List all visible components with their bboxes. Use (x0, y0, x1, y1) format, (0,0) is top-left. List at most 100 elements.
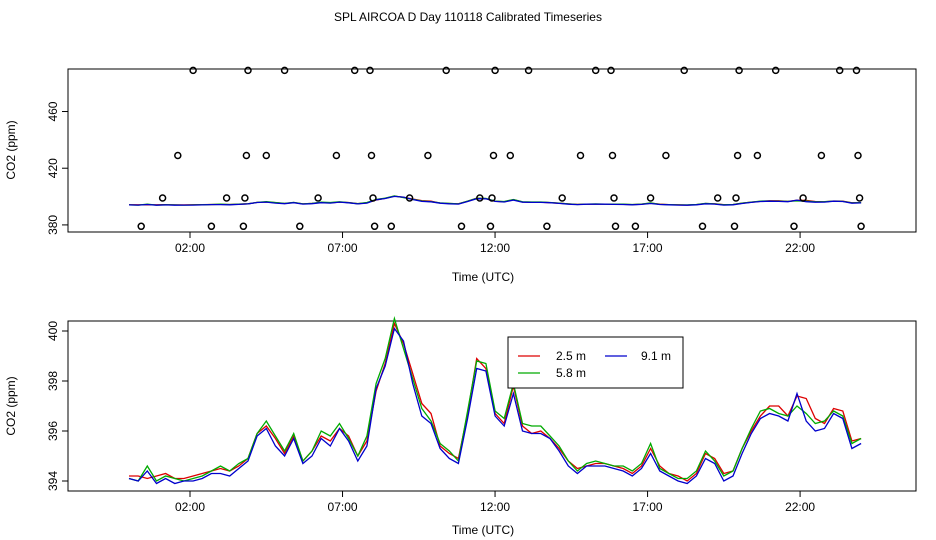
data-point-2 (174, 151, 182, 160)
data-point-10 (262, 151, 271, 160)
data-point-26 (486, 222, 495, 231)
panel-top-y-axis: 380 420 460 (46, 101, 68, 235)
data-point-56 (852, 66, 861, 75)
data-point-7 (241, 194, 249, 202)
x-tick-label-bottom-3: 17:00 (633, 500, 663, 514)
y-tick-label-top-2: 460 (46, 101, 60, 121)
data-point-30 (506, 151, 515, 160)
data-point-34 (576, 151, 585, 160)
series-line-top-2 (128, 195, 862, 206)
data-point-31 (524, 66, 533, 75)
legend: 2.5 m 5.8 m 9.1 m (507, 336, 684, 389)
y-tick-label-bottom-0: 394 (46, 471, 60, 491)
data-point-54 (817, 151, 826, 160)
panel-bottom-frame (67, 320, 917, 492)
data-point-21 (405, 194, 414, 202)
x-tick-label-bottom-2: 12:00 (480, 500, 510, 514)
data-point-50 (753, 151, 762, 160)
data-point-45 (713, 194, 722, 202)
y-tick-label-bottom-3: 400 (46, 321, 60, 341)
x-tick-label-bottom-0: 02:00 (175, 500, 205, 514)
x-tick-label-top-4: 22:00 (785, 241, 815, 255)
x-tick-label-bottom-4: 22:00 (785, 500, 815, 514)
x-tick-label-top-3: 17:00 (633, 241, 663, 255)
x-tick-label-bottom-1: 07:00 (328, 500, 358, 514)
data-point-5 (222, 194, 231, 202)
panel-bottom-y-label: CO2 (ppm) (4, 376, 18, 435)
data-point-16 (366, 66, 374, 75)
series-line-bottom-2 (128, 326, 862, 485)
data-point-19 (370, 222, 379, 231)
data-point-29 (491, 66, 499, 75)
data-point-58 (855, 194, 864, 202)
data-point-14 (332, 151, 341, 160)
data-point-3 (189, 66, 197, 75)
legend-label-9-1m: 9.1 m (641, 349, 671, 363)
data-point-28 (489, 151, 498, 160)
y-tick-label-bottom-2: 398 (46, 371, 60, 391)
data-point-24 (457, 222, 466, 231)
legend-box (507, 336, 684, 389)
x-tick-label-top-1: 07:00 (328, 241, 358, 255)
data-point-32 (543, 222, 551, 231)
data-point-53 (799, 194, 807, 202)
data-point-39 (611, 222, 620, 231)
data-point-41 (646, 194, 655, 202)
data-point-37 (608, 151, 617, 160)
y-tick-label-bottom-1: 396 (46, 421, 60, 441)
data-point-17 (367, 151, 376, 160)
data-point-15 (350, 66, 359, 75)
panel-top-y-label: CO2 (ppm) (4, 120, 18, 179)
data-point-20 (387, 222, 396, 231)
data-point-8 (242, 151, 251, 160)
data-point-25 (476, 194, 484, 202)
data-point-23 (442, 66, 450, 75)
panel-top-frame (67, 68, 917, 233)
data-point-57 (854, 151, 862, 160)
data-point-38 (610, 194, 618, 202)
series-line-bottom-0 (129, 321, 862, 482)
data-point-48 (733, 151, 742, 160)
data-point-27 (488, 194, 496, 202)
chart-title: SPL AIRCOA D Day 110118 Calibrated Times… (334, 10, 602, 24)
panel-top-series (128, 195, 862, 206)
panel-top-points (137, 66, 865, 231)
data-point-55 (835, 66, 844, 75)
data-point-1 (158, 194, 167, 202)
x-tick-label-top-2: 12:00 (480, 241, 510, 255)
data-point-22 (424, 151, 432, 160)
data-point-52 (790, 222, 798, 231)
data-point-35 (591, 66, 600, 75)
data-point-46 (730, 222, 739, 231)
y-tick-label-top-1: 420 (46, 158, 60, 178)
panel-top-x-axis: 02:00 07:00 12:00 17:00 22:00 (175, 232, 815, 255)
data-point-12 (296, 222, 304, 231)
data-point-49 (735, 66, 743, 75)
series-line-bottom-1 (128, 315, 862, 482)
legend-label-5-8m: 5.8 m (556, 366, 586, 380)
data-point-44 (698, 222, 707, 231)
data-point-6 (239, 222, 248, 231)
panel-bottom: 02:00 07:00 12:00 17:00 22:00 394 396 398 400 T… (4, 315, 917, 537)
data-point-9 (244, 66, 252, 75)
panel-top-x-label: Time (UTC) (452, 270, 514, 284)
data-point-42 (662, 151, 670, 160)
panel-bottom-series (128, 315, 862, 485)
data-point-43 (680, 66, 688, 75)
data-point-11 (280, 66, 289, 75)
y-tick-label-top-0: 380 (46, 215, 60, 235)
x-tick-label-top-0: 02:00 (175, 241, 205, 255)
data-point-4 (207, 222, 216, 231)
data-point-51 (771, 66, 780, 75)
data-point-18 (369, 194, 377, 202)
data-point-47 (732, 194, 740, 202)
data-point-0 (137, 222, 145, 231)
data-point-33 (558, 194, 566, 202)
panel-top: 02:00 07:00 12:00 17:00 22:00 380 420 460 Time… (4, 66, 917, 284)
panel-bottom-x-label: Time (UTC) (452, 523, 514, 537)
data-point-13 (314, 194, 322, 202)
legend-label-2-5m: 2.5 m (556, 349, 586, 363)
panel-bottom-x-axis: 02:00 07:00 12:00 17:00 22:00 (175, 491, 815, 514)
panel-bottom-y-axis: 394 396 398 400 (46, 321, 68, 491)
